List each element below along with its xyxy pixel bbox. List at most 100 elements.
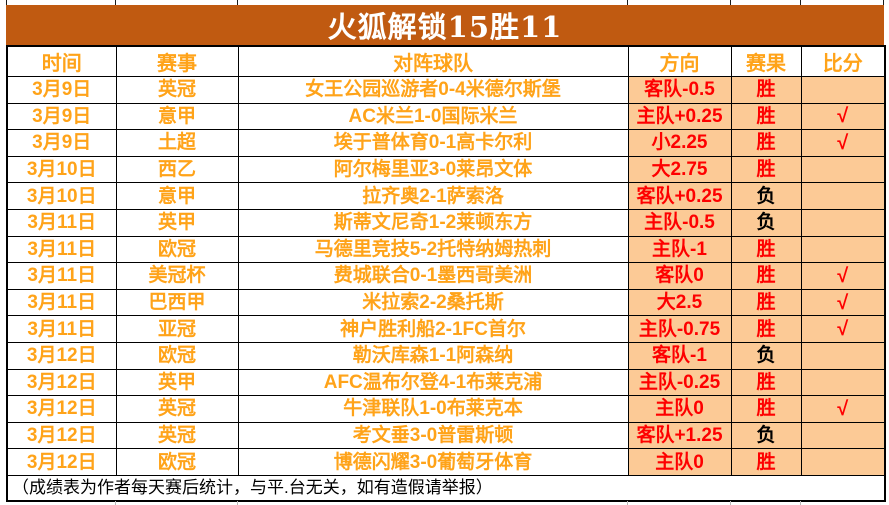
cell-result: 负 (730, 421, 802, 450)
gridline-stub (237, 501, 238, 505)
cell-league: 意甲 (115, 102, 239, 131)
cell-league: 欧冠 (115, 341, 239, 370)
cell-direction: 主队-0.25 (627, 368, 732, 397)
cell-matchup: AFC温布尔登4-1布莱克浦 (237, 368, 629, 397)
cell-result: 胜 (730, 315, 802, 343)
cell-matchup: 阿尔梅里亚3-0莱昂文体 (237, 155, 629, 184)
cell-date: 3月11日 (6, 315, 117, 343)
header-row: 时间 赛事 对阵球队 方向 赛果 比分 (6, 45, 886, 77)
cell-matchup: 牛津联队1-0布莱克本 (237, 395, 629, 423)
cell-league: 西乙 (115, 155, 239, 184)
cell-result: 负 (730, 182, 802, 210)
cell-matchup: 斯蒂文尼奇1-2莱顿东方 (237, 208, 629, 237)
cell-result: 胜 (730, 129, 802, 157)
table-row: 3月11日 亚冠 神户胜利船2-1FC首尔 主队-0.75 胜 √ (6, 315, 886, 343)
cell-league: 英甲 (115, 208, 239, 237)
cell-result: 胜 (730, 395, 802, 423)
column-header-league: 赛事 (115, 45, 239, 77)
table-row: 3月10日 西乙 阿尔梅里亚3-0莱昂文体 大2.75 胜 (6, 155, 886, 184)
cell-score-check: √ (800, 129, 886, 157)
cell-direction: 客队0 (627, 262, 732, 290)
table-row: 3月9日 土超 埃于普体育0-1高卡尔利 小2.25 胜 √ (6, 129, 886, 157)
table-row: 3月11日 美冠杯 费城联合0-1墨西哥美洲 客队0 胜 √ (6, 262, 886, 290)
cell-matchup: 神户胜利船2-1FC首尔 (237, 315, 629, 343)
cell-date: 3月10日 (6, 155, 117, 184)
cell-league: 土超 (115, 129, 239, 157)
cell-score-check (800, 182, 886, 210)
footer-row: （成绩表为作者每天赛后统计，与平.台无关，如有造假请举报） (6, 474, 886, 502)
cell-score-check: √ (800, 395, 886, 423)
cell-score-check (800, 368, 886, 397)
cell-league: 英冠 (115, 76, 239, 104)
cell-direction: 大2.5 (627, 288, 732, 317)
cell-result: 负 (730, 341, 802, 370)
cell-date: 3月11日 (6, 288, 117, 317)
column-header-matchup: 对阵球队 (237, 45, 629, 77)
cell-direction: 客队+0.25 (627, 182, 732, 210)
cell-result: 胜 (730, 102, 802, 131)
table-row: 3月12日 欧冠 勒沃库森1-1阿森纳 客队-1 负 (6, 341, 886, 370)
cell-date: 3月11日 (6, 208, 117, 237)
cell-score-check: √ (800, 315, 886, 343)
cell-score-check (800, 341, 886, 370)
gridline-stub (800, 501, 801, 505)
cell-result: 胜 (730, 155, 802, 184)
cell-league: 英冠 (115, 395, 239, 423)
page-title: 火狐解锁15胜11 (327, 10, 563, 44)
match-rows: 3月9日 英冠 女王公园巡游者0-4米德尔斯堡 客队-0.5 胜 3月9日 意甲… (6, 76, 886, 476)
cell-date: 3月12日 (6, 368, 117, 397)
title-banner: 火狐解锁15胜11 (6, 5, 884, 45)
cell-date: 3月11日 (6, 235, 117, 264)
table-row: 3月11日 欧冠 马德里竞技5-2托特纳姆热刺 主队-1 胜 (6, 235, 886, 264)
cell-matchup: 博德闪耀3-0葡萄牙体育 (237, 448, 629, 476)
gridline-stub (627, 501, 628, 505)
table-row: 3月9日 英冠 女王公园巡游者0-4米德尔斯堡 客队-0.5 胜 (6, 76, 886, 104)
cell-matchup: AC米兰1-0国际米兰 (237, 102, 629, 131)
cell-matchup: 米拉索2-2桑托斯 (237, 288, 629, 317)
cell-score-check: √ (800, 288, 886, 317)
cell-score-check (800, 448, 886, 476)
gridline-stub (6, 0, 7, 5)
cell-league: 美冠杯 (115, 262, 239, 290)
table-row: 3月12日 欧冠 博德闪耀3-0葡萄牙体育 主队0 胜 (6, 448, 886, 476)
table-row: 3月12日 英冠 牛津联队1-0布莱克本 主队0 胜 √ (6, 395, 886, 423)
cell-direction: 小2.25 (627, 129, 732, 157)
cell-result: 胜 (730, 368, 802, 397)
cell-league: 英冠 (115, 421, 239, 450)
cell-score-check (800, 76, 886, 104)
cell-league: 欧冠 (115, 235, 239, 264)
cell-direction: 主队-0.75 (627, 315, 732, 343)
cell-matchup: 考文垂3-0普雷斯顿 (237, 421, 629, 450)
cell-direction: 客队-0.5 (627, 76, 732, 104)
column-header-result: 赛果 (730, 45, 802, 77)
cell-matchup: 埃于普体育0-1高卡尔利 (237, 129, 629, 157)
gridline-stub (115, 501, 116, 505)
cell-direction: 主队+0.25 (627, 102, 732, 131)
cell-score-check (800, 208, 886, 237)
table-row: 3月11日 英甲 斯蒂文尼奇1-2莱顿东方 主队-0.5 负 (6, 208, 886, 237)
cell-date: 3月10日 (6, 182, 117, 210)
cell-result: 负 (730, 208, 802, 237)
cell-direction: 客队-1 (627, 341, 732, 370)
cell-matchup: 拉齐奥2-1萨索洛 (237, 182, 629, 210)
cell-score-check: √ (800, 102, 886, 131)
gridline-stub (115, 0, 116, 5)
cell-date: 3月12日 (6, 341, 117, 370)
cell-matchup: 女王公园巡游者0-4米德尔斯堡 (237, 76, 629, 104)
gridline-stub (883, 0, 884, 5)
cell-league: 英甲 (115, 368, 239, 397)
cell-date: 3月9日 (6, 129, 117, 157)
cell-date: 3月12日 (6, 421, 117, 450)
cell-league: 亚冠 (115, 315, 239, 343)
cell-matchup: 马德里竞技5-2托特纳姆热刺 (237, 235, 629, 264)
gridline-stub (800, 0, 801, 5)
cell-score-check: √ (800, 262, 886, 290)
cell-score-check (800, 235, 886, 264)
cell-league: 欧冠 (115, 448, 239, 476)
results-table: 时间 赛事 对阵球队 方向 赛果 比分 3月9日 英冠 女王公园巡游者0-4米德… (6, 45, 886, 502)
cell-result: 胜 (730, 448, 802, 476)
column-header-time: 时间 (6, 45, 117, 77)
cell-date: 3月9日 (6, 76, 117, 104)
cell-direction: 主队-1 (627, 235, 732, 264)
